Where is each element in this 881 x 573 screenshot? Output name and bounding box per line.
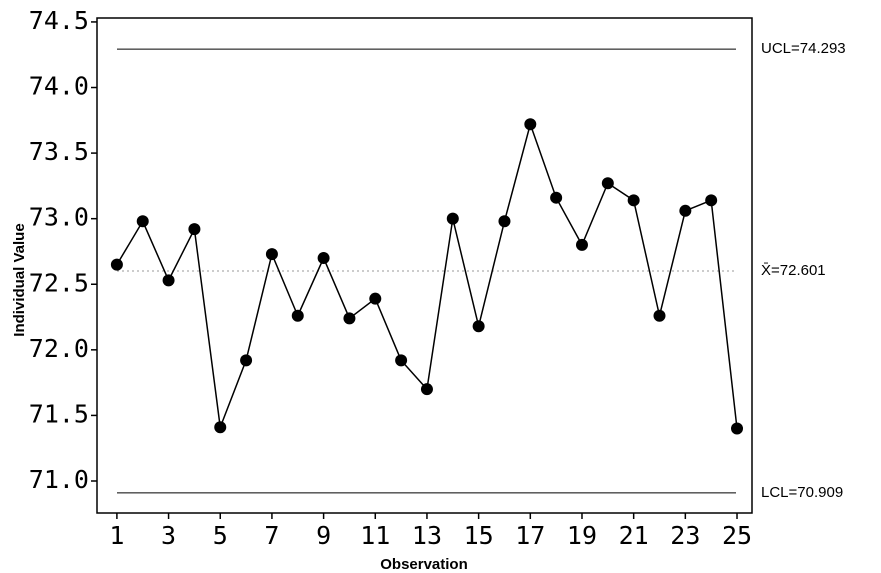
page: Observation Individual Value 71.0 71.5 72.… bbox=[0, 0, 881, 573]
data-point bbox=[343, 312, 355, 324]
x-tick-label: 25 bbox=[722, 521, 752, 550]
data-point bbox=[705, 194, 717, 206]
data-point bbox=[550, 192, 562, 204]
data-point bbox=[111, 259, 123, 271]
x-tick-label: 7 bbox=[264, 521, 279, 550]
x-axis-label: Observation bbox=[380, 556, 468, 573]
x-tick-label: 23 bbox=[670, 521, 700, 550]
x-tick-label: 21 bbox=[619, 521, 649, 550]
data-point bbox=[369, 293, 381, 305]
series-line bbox=[117, 124, 737, 428]
x-tick-label: 1 bbox=[109, 521, 124, 550]
x-tick-label: 15 bbox=[464, 521, 494, 550]
data-point bbox=[524, 118, 536, 130]
y-tick-label: 71.5 bbox=[29, 399, 89, 428]
plot-frame bbox=[97, 18, 752, 513]
data-point bbox=[653, 310, 665, 322]
data-point bbox=[214, 421, 226, 433]
x-tick-label: 19 bbox=[567, 521, 597, 550]
data-point bbox=[163, 274, 175, 286]
data-point bbox=[292, 310, 304, 322]
data-point bbox=[240, 354, 252, 366]
y-tick-label: 74.5 bbox=[29, 6, 89, 35]
chart: Observation Individual Value 71.0 71.5 72.… bbox=[0, 0, 881, 573]
control-label: X̄=72.601 bbox=[761, 262, 826, 279]
data-point bbox=[395, 354, 407, 366]
control-label: UCL=74.293 bbox=[761, 40, 846, 57]
data-point bbox=[266, 248, 278, 260]
y-tick-label: 72.5 bbox=[29, 268, 89, 297]
x-tick-label: 5 bbox=[213, 521, 228, 550]
data-point bbox=[498, 215, 510, 227]
control-label: LCL=70.909 bbox=[761, 484, 843, 501]
data-point bbox=[628, 194, 640, 206]
data-point bbox=[188, 223, 200, 235]
data-point bbox=[679, 205, 691, 217]
y-tick-label: 73.0 bbox=[29, 203, 89, 232]
y-tick-label: 72.0 bbox=[29, 334, 89, 363]
y-tick-label: 73.5 bbox=[29, 137, 89, 166]
data-point bbox=[473, 320, 485, 332]
data-point bbox=[137, 215, 149, 227]
y-axis-label: Individual Value bbox=[11, 223, 28, 336]
x-tick-label: 3 bbox=[161, 521, 176, 550]
x-tick-label: 17 bbox=[515, 521, 545, 550]
data-point bbox=[447, 213, 459, 225]
data-point bbox=[421, 383, 433, 395]
data-point bbox=[318, 252, 330, 264]
x-tick-label: 11 bbox=[360, 521, 390, 550]
y-tick-label: 71.0 bbox=[29, 465, 89, 494]
data-point bbox=[602, 177, 614, 189]
y-tick-label: 74.0 bbox=[29, 72, 89, 101]
data-point bbox=[731, 423, 743, 435]
x-tick-label: 9 bbox=[316, 521, 331, 550]
data-point bbox=[576, 239, 588, 251]
x-tick-label: 13 bbox=[412, 521, 442, 550]
